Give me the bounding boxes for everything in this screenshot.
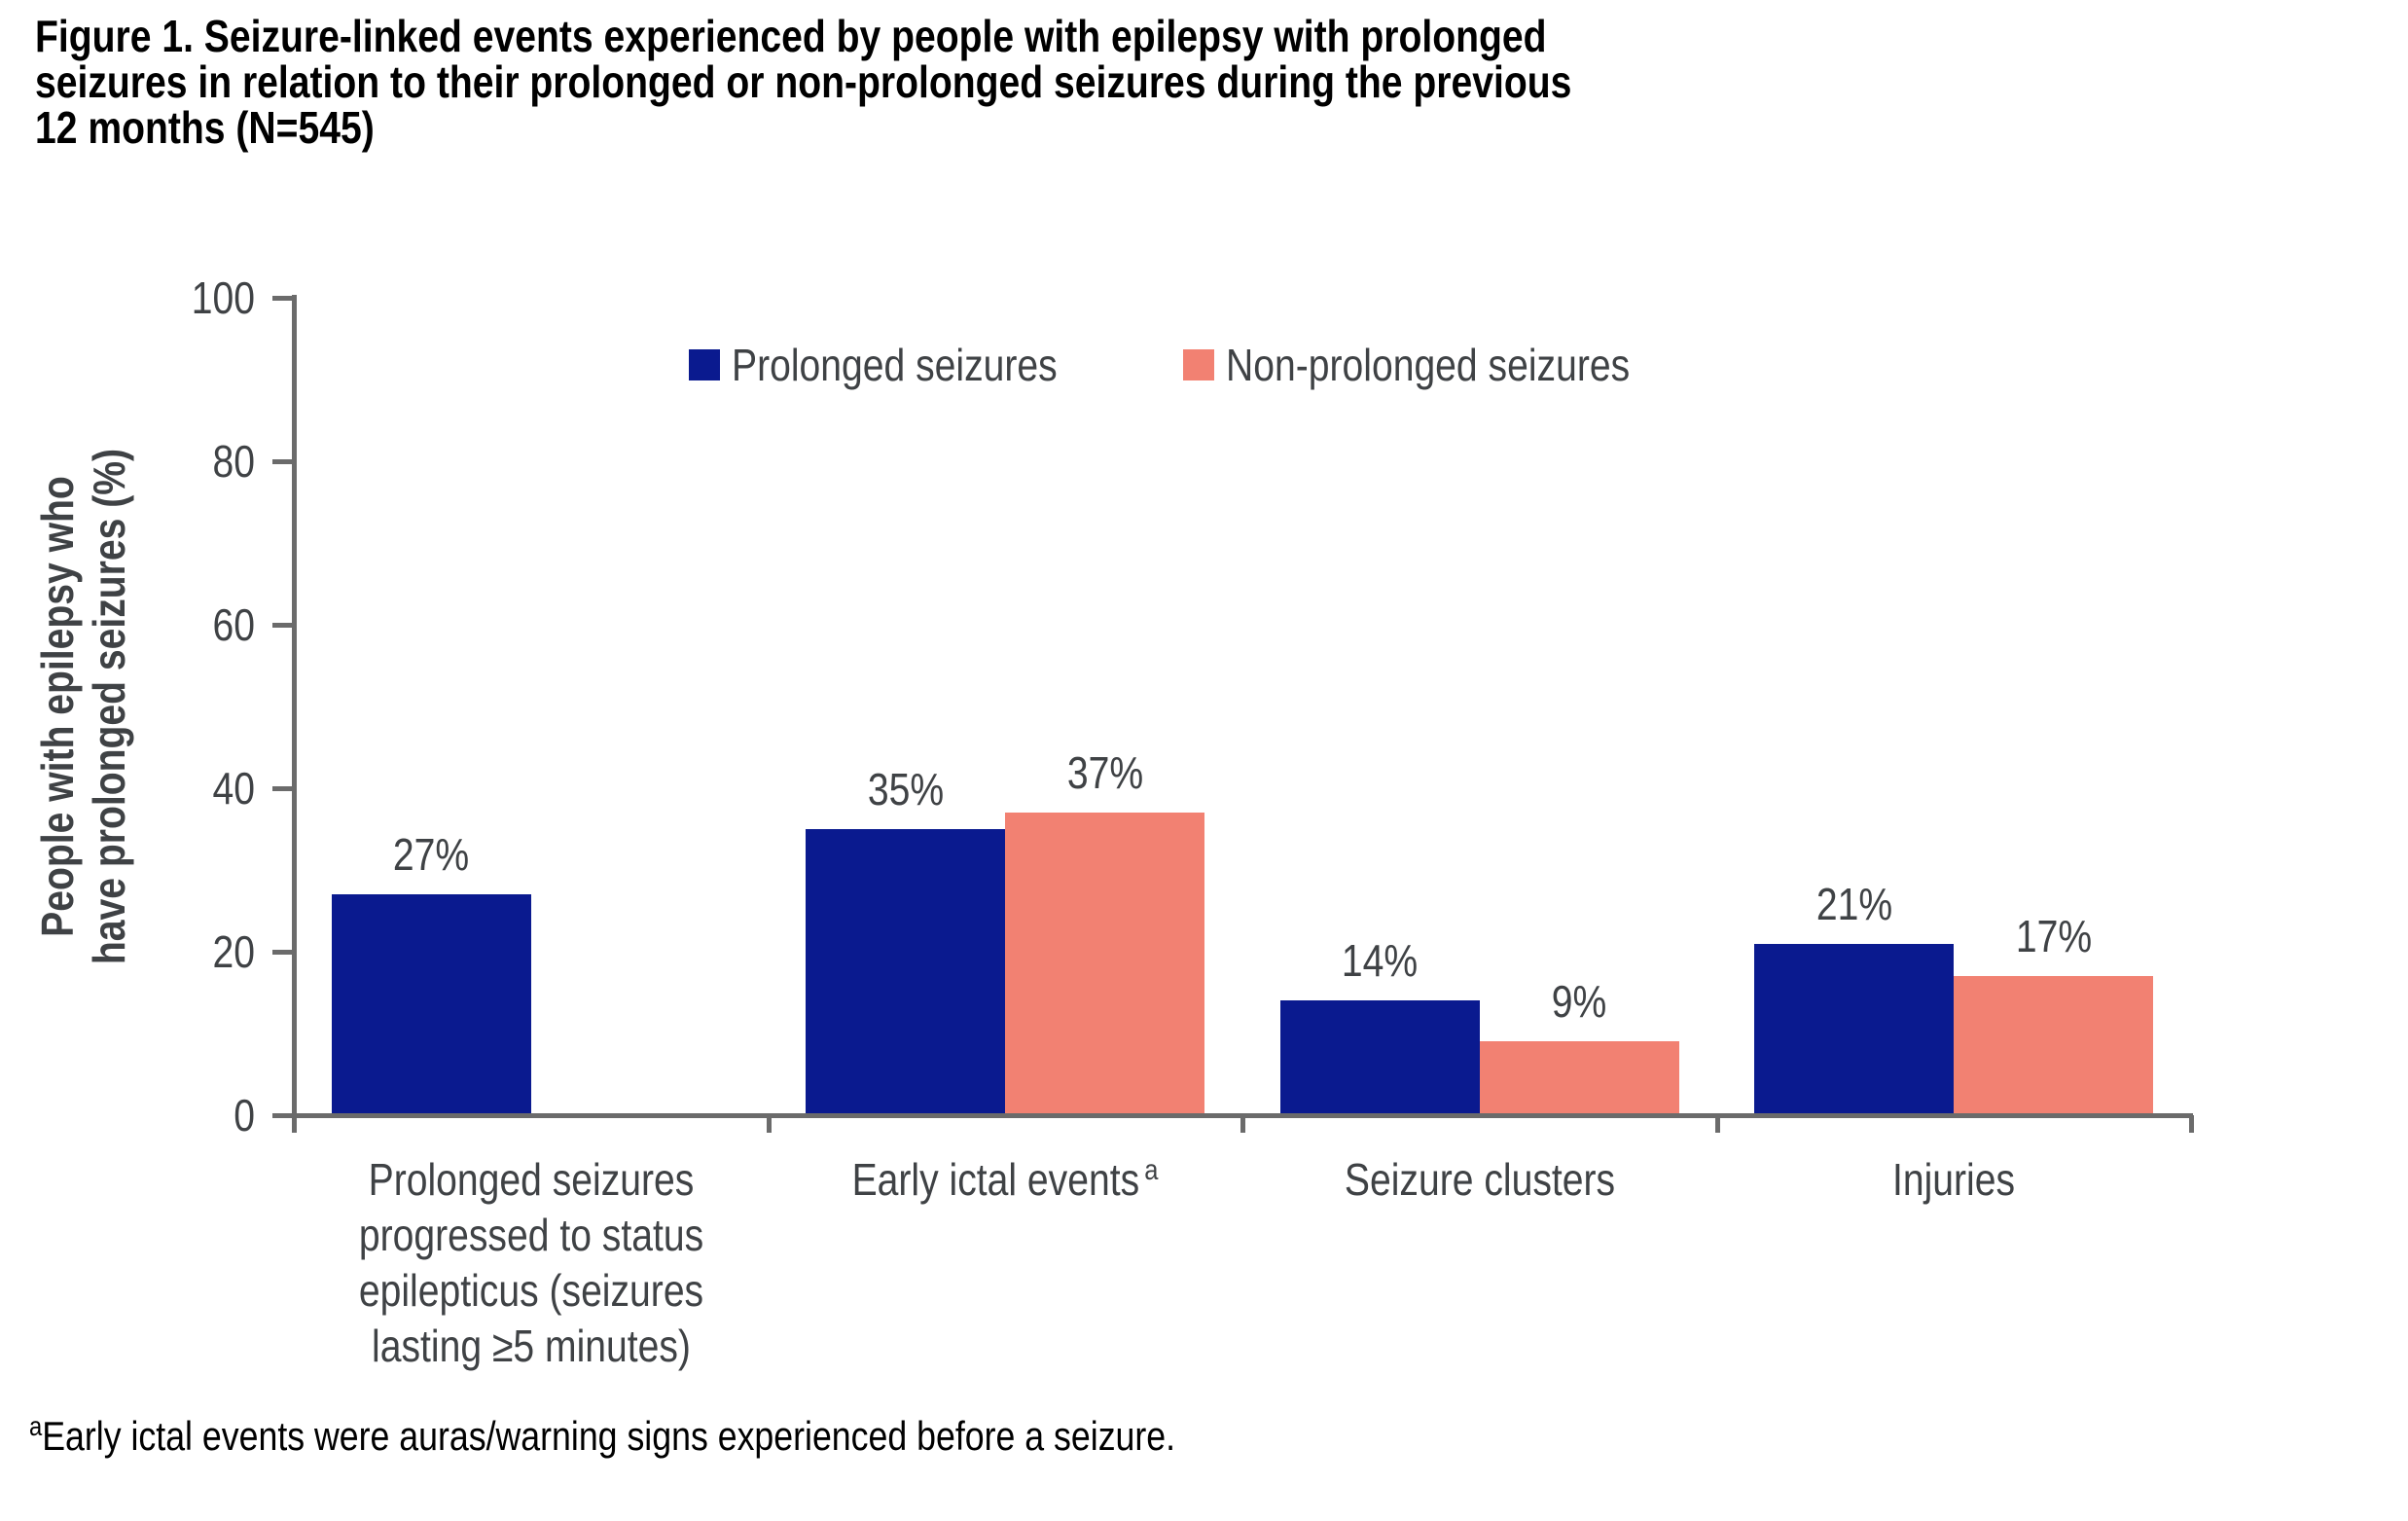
category-label-3: Injuries (1722, 1152, 2185, 1208)
category-label-line: epilepticus (seizures (358, 1265, 703, 1316)
legend-item-prolonged-seizures: Prolonged seizures (689, 339, 1115, 391)
y-tick (272, 1113, 294, 1118)
y-tick (272, 786, 294, 791)
category-label-line: lasting ≥5 minutes) (371, 1321, 691, 1371)
category-superscript: a (1144, 1153, 1159, 1186)
bar-value-label: 9% (1551, 976, 1607, 1028)
y-tick-label: 100 (191, 272, 255, 323)
category-label-0: Prolonged seizures progressed to status ep… (300, 1152, 763, 1374)
bar-non-prolonged-seizures-1 (1005, 813, 1205, 1115)
x-tick (2189, 1115, 2194, 1133)
footnote-superscript: a (29, 1411, 43, 1441)
bar-non-prolonged-seizures-2 (1479, 1041, 1679, 1115)
bar-non-prolonged-seizures-3 (1954, 976, 2154, 1115)
y-tick (272, 459, 294, 464)
category-label-line: Injuries (1892, 1154, 2016, 1205)
figure-title-line-1: Figure 1. Seizure-linked events experien… (35, 11, 1547, 61)
footnote: aEarly ictal events were auras/warning s… (29, 1413, 1175, 1460)
y-tick-label: 40 (212, 763, 255, 814)
x-tick (766, 1115, 772, 1133)
y-tick (272, 296, 294, 301)
bar-value-label: 14% (1342, 935, 1419, 987)
bar-prolonged-seizures-2 (1279, 1000, 1480, 1115)
y-tick-label: 0 (234, 1090, 255, 1141)
figure-title-line-2: seizures in relation to their prolonged … (35, 56, 1572, 107)
y-tick-label: 80 (212, 436, 255, 487)
y-tick (272, 623, 294, 628)
category-label-line: Early ictal events a (851, 1153, 1159, 1205)
bar-value-label: 21% (1815, 878, 1892, 929)
bar-prolonged-seizures-1 (806, 829, 1006, 1115)
bar-value-label: 37% (1066, 747, 1143, 799)
category-label-line: Seizure clusters (1344, 1154, 1615, 1205)
category-label-2: Seizure clusters (1248, 1152, 1711, 1208)
legend: Prolonged seizures Non-prolonged seizure… (689, 340, 1701, 390)
figure-title: Figure 1. Seizure-linked events experien… (35, 14, 1571, 151)
category-label-line: Prolonged seizures (368, 1154, 695, 1205)
legend-label-prolonged-seizures: Prolonged seizures (732, 340, 1058, 390)
y-tick-label: 60 (212, 599, 255, 650)
bar-prolonged-seizures-0 (331, 894, 531, 1115)
x-tick (1714, 1115, 1720, 1133)
legend-swatch-non-prolonged-seizures (1182, 349, 1214, 380)
category-label-1: Early ictal events a (773, 1152, 1237, 1208)
footnote-text: Early ictal events were auras/warning si… (42, 1413, 1176, 1459)
legend-item-non-prolonged-seizures: Non-prolonged seizures (1182, 339, 1701, 391)
bar-value-label: 17% (2015, 911, 2092, 962)
x-axis-line (292, 1113, 2193, 1118)
y-tick (272, 950, 294, 955)
legend-swatch-prolonged-seizures (689, 349, 720, 380)
bar-prolonged-seizures-3 (1754, 943, 1955, 1115)
y-tick-label: 20 (212, 926, 255, 977)
bar-value-label: 27% (393, 829, 470, 881)
legend-label-non-prolonged-seizures: Non-prolonged seizures (1225, 340, 1630, 390)
y-axis-line (292, 295, 297, 1118)
category-label-line: progressed to status (358, 1210, 703, 1260)
figure-title-line-3: 12 months (N=545) (35, 102, 375, 153)
x-tick (1240, 1115, 1245, 1133)
x-tick (292, 1115, 297, 1133)
bar-value-label: 35% (867, 764, 944, 815)
